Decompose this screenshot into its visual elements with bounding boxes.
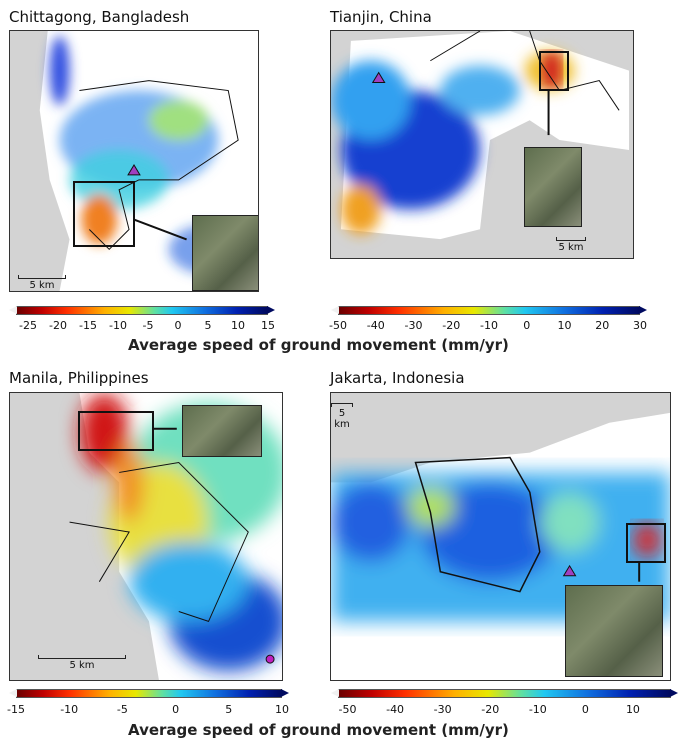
satellite-inset (182, 405, 262, 457)
map-tianjin-image (331, 31, 633, 258)
colorbar-chittagong (9, 306, 275, 315)
map-manila-image (10, 393, 282, 680)
colorbar-tick-label: 15 (261, 319, 275, 332)
colorbar-jakarta (331, 689, 678, 698)
colorbar-tick-label: 10 (625, 703, 640, 716)
colorbar-tick-label: 0 (174, 319, 182, 332)
colorbar-tick-label: -10 (480, 319, 498, 332)
axis-label-bottom: Average speed of ground movement (mm/yr) (128, 721, 509, 739)
colorbar-tick-label: -40 (386, 703, 405, 716)
colorbar-tick-label: 10 (557, 319, 572, 332)
scale-bar: 5 km (38, 655, 126, 671)
colorbar-tick-label: -50 (329, 319, 347, 332)
scale-label: 5 km (69, 660, 95, 671)
colorbar-tick-label: 10 (231, 319, 245, 332)
scale-label: 5 km (334, 408, 350, 430)
axis-label-top: Average speed of ground movement (mm/yr) (128, 336, 509, 354)
map-jakarta: 5 km (330, 392, 671, 681)
colorbar-tick-label: -25 (19, 319, 37, 332)
colorbar-tick-label: -40 (366, 319, 385, 332)
colorbar-tick-label: -5 (142, 319, 154, 332)
colorbar-tick-label: -20 (442, 319, 461, 332)
satellite-inset (192, 215, 258, 291)
colorbar-tick-label: -20 (481, 703, 500, 716)
colorbar-tick-label: 0 (581, 703, 589, 716)
scale-bar: 5 km (556, 237, 586, 253)
colorbar-tick-label: 10 (275, 703, 289, 716)
highlight-box (73, 181, 135, 247)
map-manila: 5 km (9, 392, 283, 681)
scale-bar: 5 km (331, 403, 353, 430)
scale-label: 5 km (558, 242, 584, 253)
colorbar-tick-label: -30 (433, 703, 452, 716)
colorbar-tick-label: -10 (109, 319, 127, 332)
panel-title-jakarta: Jakarta, Indonesia (330, 369, 465, 387)
colorbar-tick-label: 30 (633, 319, 647, 332)
colorbar-tick-label: -50 (338, 703, 357, 716)
colorbar-tick-label: 5 (204, 319, 212, 332)
panel-title-chittagong: Chittagong, Bangladesh (9, 8, 190, 26)
colorbar-ticks-tianjin: -50 -40 -30 -20 -10 0 10 20 30 (329, 319, 647, 333)
satellite-inset (524, 147, 582, 227)
colorbar-tick-label: 5 (225, 703, 233, 716)
highlight-box (626, 523, 666, 563)
panel-title-tianjin: Tianjin, China (330, 8, 432, 26)
map-tianjin: 5 km (330, 30, 634, 259)
colorbar-tianjin (331, 306, 647, 315)
colorbar-manila (9, 689, 289, 698)
highlight-box (78, 411, 154, 451)
colorbar-tick-label: -10 (60, 703, 79, 716)
map-chittagong: 5 km (9, 30, 259, 292)
colorbar-tick-label: 20 (595, 319, 610, 332)
colorbar-ticks-jakarta: -50 -40 -30 -20 -10 0 10 (338, 703, 671, 717)
colorbar-tick-label: -20 (49, 319, 67, 332)
panel-title-manila: Manila, Philippines (9, 369, 149, 387)
scale-bar: 5 km (18, 275, 66, 291)
colorbar-tick-label: -30 (404, 319, 423, 332)
highlight-box (539, 51, 569, 91)
colorbar-ticks-manila: -15 -10 -5 0 5 10 (7, 703, 289, 717)
colorbar-tick-label: -15 (7, 703, 25, 716)
colorbar-tick-label: -15 (79, 319, 97, 332)
satellite-inset (565, 585, 663, 677)
colorbar-tick-label: -5 (116, 703, 128, 716)
colorbar-tick-label: 0 (523, 319, 531, 332)
colorbar-tick-label: 0 (172, 703, 180, 716)
scale-label: 5 km (29, 280, 55, 291)
colorbar-tick-label: -10 (528, 703, 547, 716)
colorbar-ticks-chittagong: -25 -20 -15 -10 -5 0 5 10 15 (16, 319, 275, 333)
